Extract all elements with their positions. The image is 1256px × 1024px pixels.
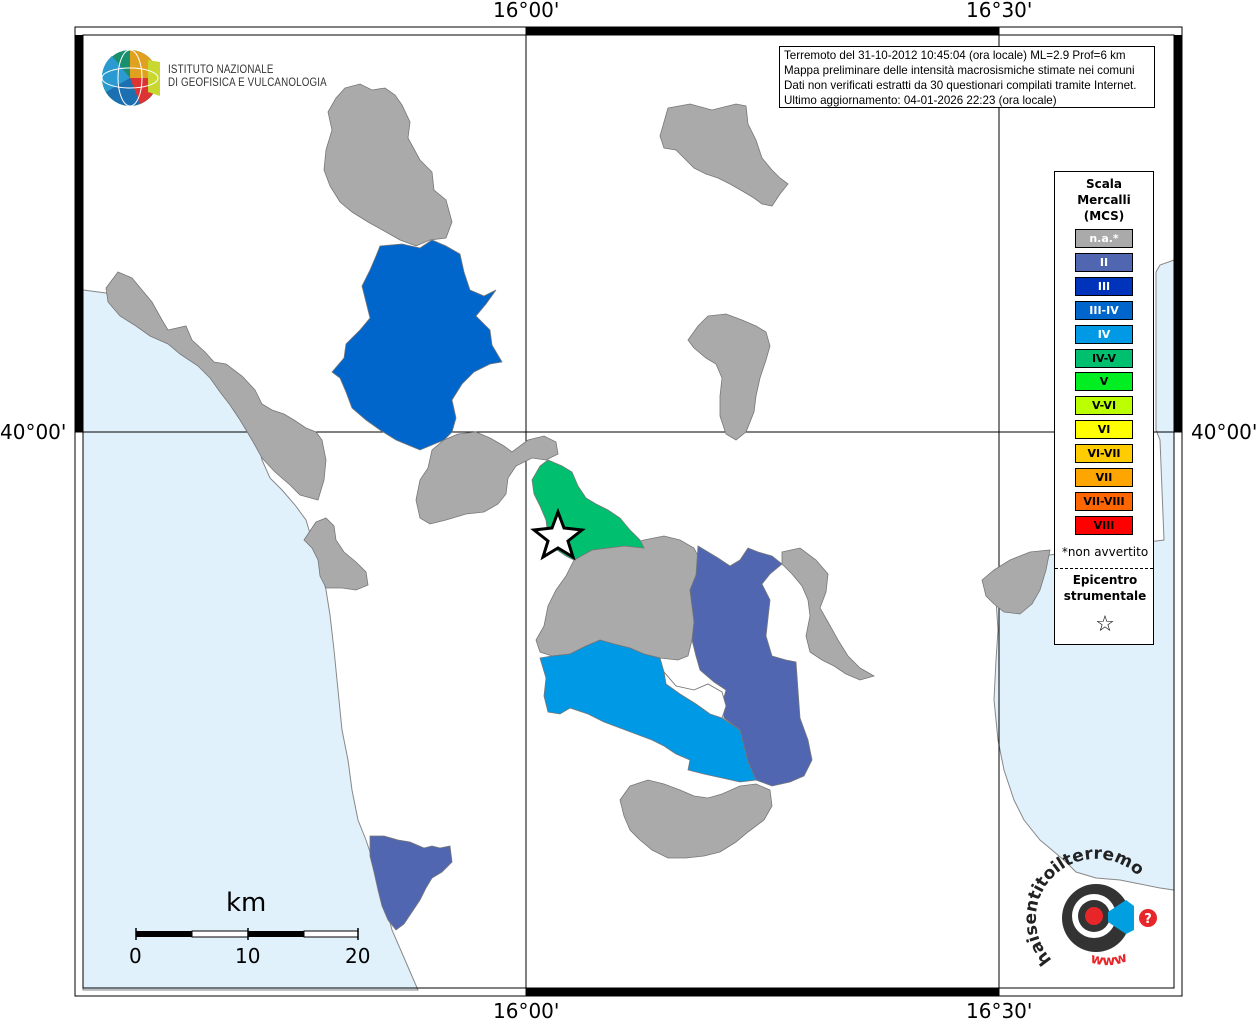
info-line1: Terremoto del 31-10-2012 10:45:04 (ora l… bbox=[784, 49, 1126, 62]
comune-iii-iv bbox=[331, 239, 503, 451]
scale-tick-10: 10 bbox=[235, 944, 261, 968]
info-line3: Dati non verificati estratti da 30 quest… bbox=[784, 79, 1137, 92]
comune-na-5 bbox=[687, 313, 771, 441]
coord-top-left: 16°00' bbox=[493, 0, 560, 22]
comune-na-6 bbox=[535, 535, 701, 661]
comune-na-coast bbox=[105, 271, 327, 501]
comune-na-9 bbox=[619, 779, 773, 859]
comune-ii-1 bbox=[689, 545, 813, 787]
legend-item: VII bbox=[1075, 468, 1133, 487]
ingv-line2: DI GEOFISICA E VULCANOLOGIA bbox=[168, 77, 327, 89]
municipality-polygons bbox=[105, 83, 1051, 931]
svg-text:www: www bbox=[1089, 950, 1129, 970]
legend-item: VI bbox=[1075, 420, 1133, 440]
legend-item: n.a.* bbox=[1075, 229, 1133, 248]
legend-item: V-VI bbox=[1075, 396, 1133, 416]
comune-na-7 bbox=[663, 670, 727, 719]
legend-epi-1: Epicentro bbox=[1072, 573, 1138, 587]
ingv-logo-icon bbox=[101, 49, 160, 107]
legend-title-2: Mercalli bbox=[1077, 193, 1131, 207]
haisentito-mark: ? bbox=[1144, 912, 1152, 927]
legend-note: *non avvertito bbox=[1061, 545, 1149, 559]
ingv-line1: ISTITUTO NAZIONALE bbox=[168, 64, 274, 76]
legend-separator bbox=[1055, 568, 1153, 569]
comune-ii-2 bbox=[369, 835, 453, 931]
legend-item: VIII bbox=[1075, 515, 1133, 535]
coord-right: 40°00' bbox=[1191, 420, 1256, 444]
event-info-box: Terremoto del 31-10-2012 10:45:04 (ora l… bbox=[779, 46, 1155, 108]
legend-item: II bbox=[1075, 252, 1133, 272]
comune-na-2 bbox=[415, 431, 559, 525]
info-line4: Ultimo aggiornamento: 04-01-2026 22:23 (… bbox=[784, 94, 1057, 107]
comune-na-10 bbox=[981, 549, 1051, 615]
comune-iv bbox=[539, 639, 757, 783]
legend-epi-2: strumentale bbox=[1063, 589, 1147, 603]
scale-bar bbox=[135, 928, 359, 940]
scale-unit: km bbox=[226, 888, 267, 918]
coord-top-right: 16°30' bbox=[966, 0, 1033, 22]
legend-item: VI-VII bbox=[1075, 444, 1133, 464]
legend-epicenter-label: Epicentro strumentale bbox=[1055, 572, 1155, 604]
mcs-legend: Scala Mercalli (MCS) n.a.* II III III-IV IV I… bbox=[1054, 171, 1154, 645]
scale-tick-0: 0 bbox=[129, 944, 142, 968]
comune-na-1 bbox=[323, 83, 453, 247]
info-line2: Mappa preliminare delle intensità macros… bbox=[784, 64, 1135, 77]
legend-title-1: Scala bbox=[1085, 177, 1123, 191]
scale-tick-20: 20 bbox=[345, 944, 371, 968]
legend-item: IV bbox=[1075, 324, 1133, 344]
coord-bottom-left: 16°00' bbox=[493, 999, 560, 1023]
legend-item: III-IV bbox=[1075, 300, 1133, 320]
legend-item: III bbox=[1075, 276, 1133, 296]
legend-star-icon: ☆ bbox=[1095, 612, 1115, 637]
legend-item: V bbox=[1075, 372, 1133, 392]
coord-left: 40°00' bbox=[0, 420, 67, 444]
ingv-logo-text: ISTITUTO NAZIONALE DI GEOFISICA E VULCAN… bbox=[168, 64, 327, 90]
epicenter-star-icon bbox=[530, 507, 586, 561]
legend-item: IV-V bbox=[1075, 348, 1133, 368]
comune-na-8 bbox=[781, 547, 876, 681]
comune-na-4 bbox=[659, 103, 789, 207]
coord-bottom-right: 16°30' bbox=[966, 999, 1033, 1023]
haisentito-www: www bbox=[1089, 950, 1129, 970]
legend-title-3: (MCS) bbox=[1083, 209, 1125, 223]
legend-title: Scala Mercalli (MCS) bbox=[1055, 176, 1153, 224]
legend-item: VII-VIII bbox=[1075, 491, 1133, 511]
comune-na-3 bbox=[303, 517, 369, 591]
